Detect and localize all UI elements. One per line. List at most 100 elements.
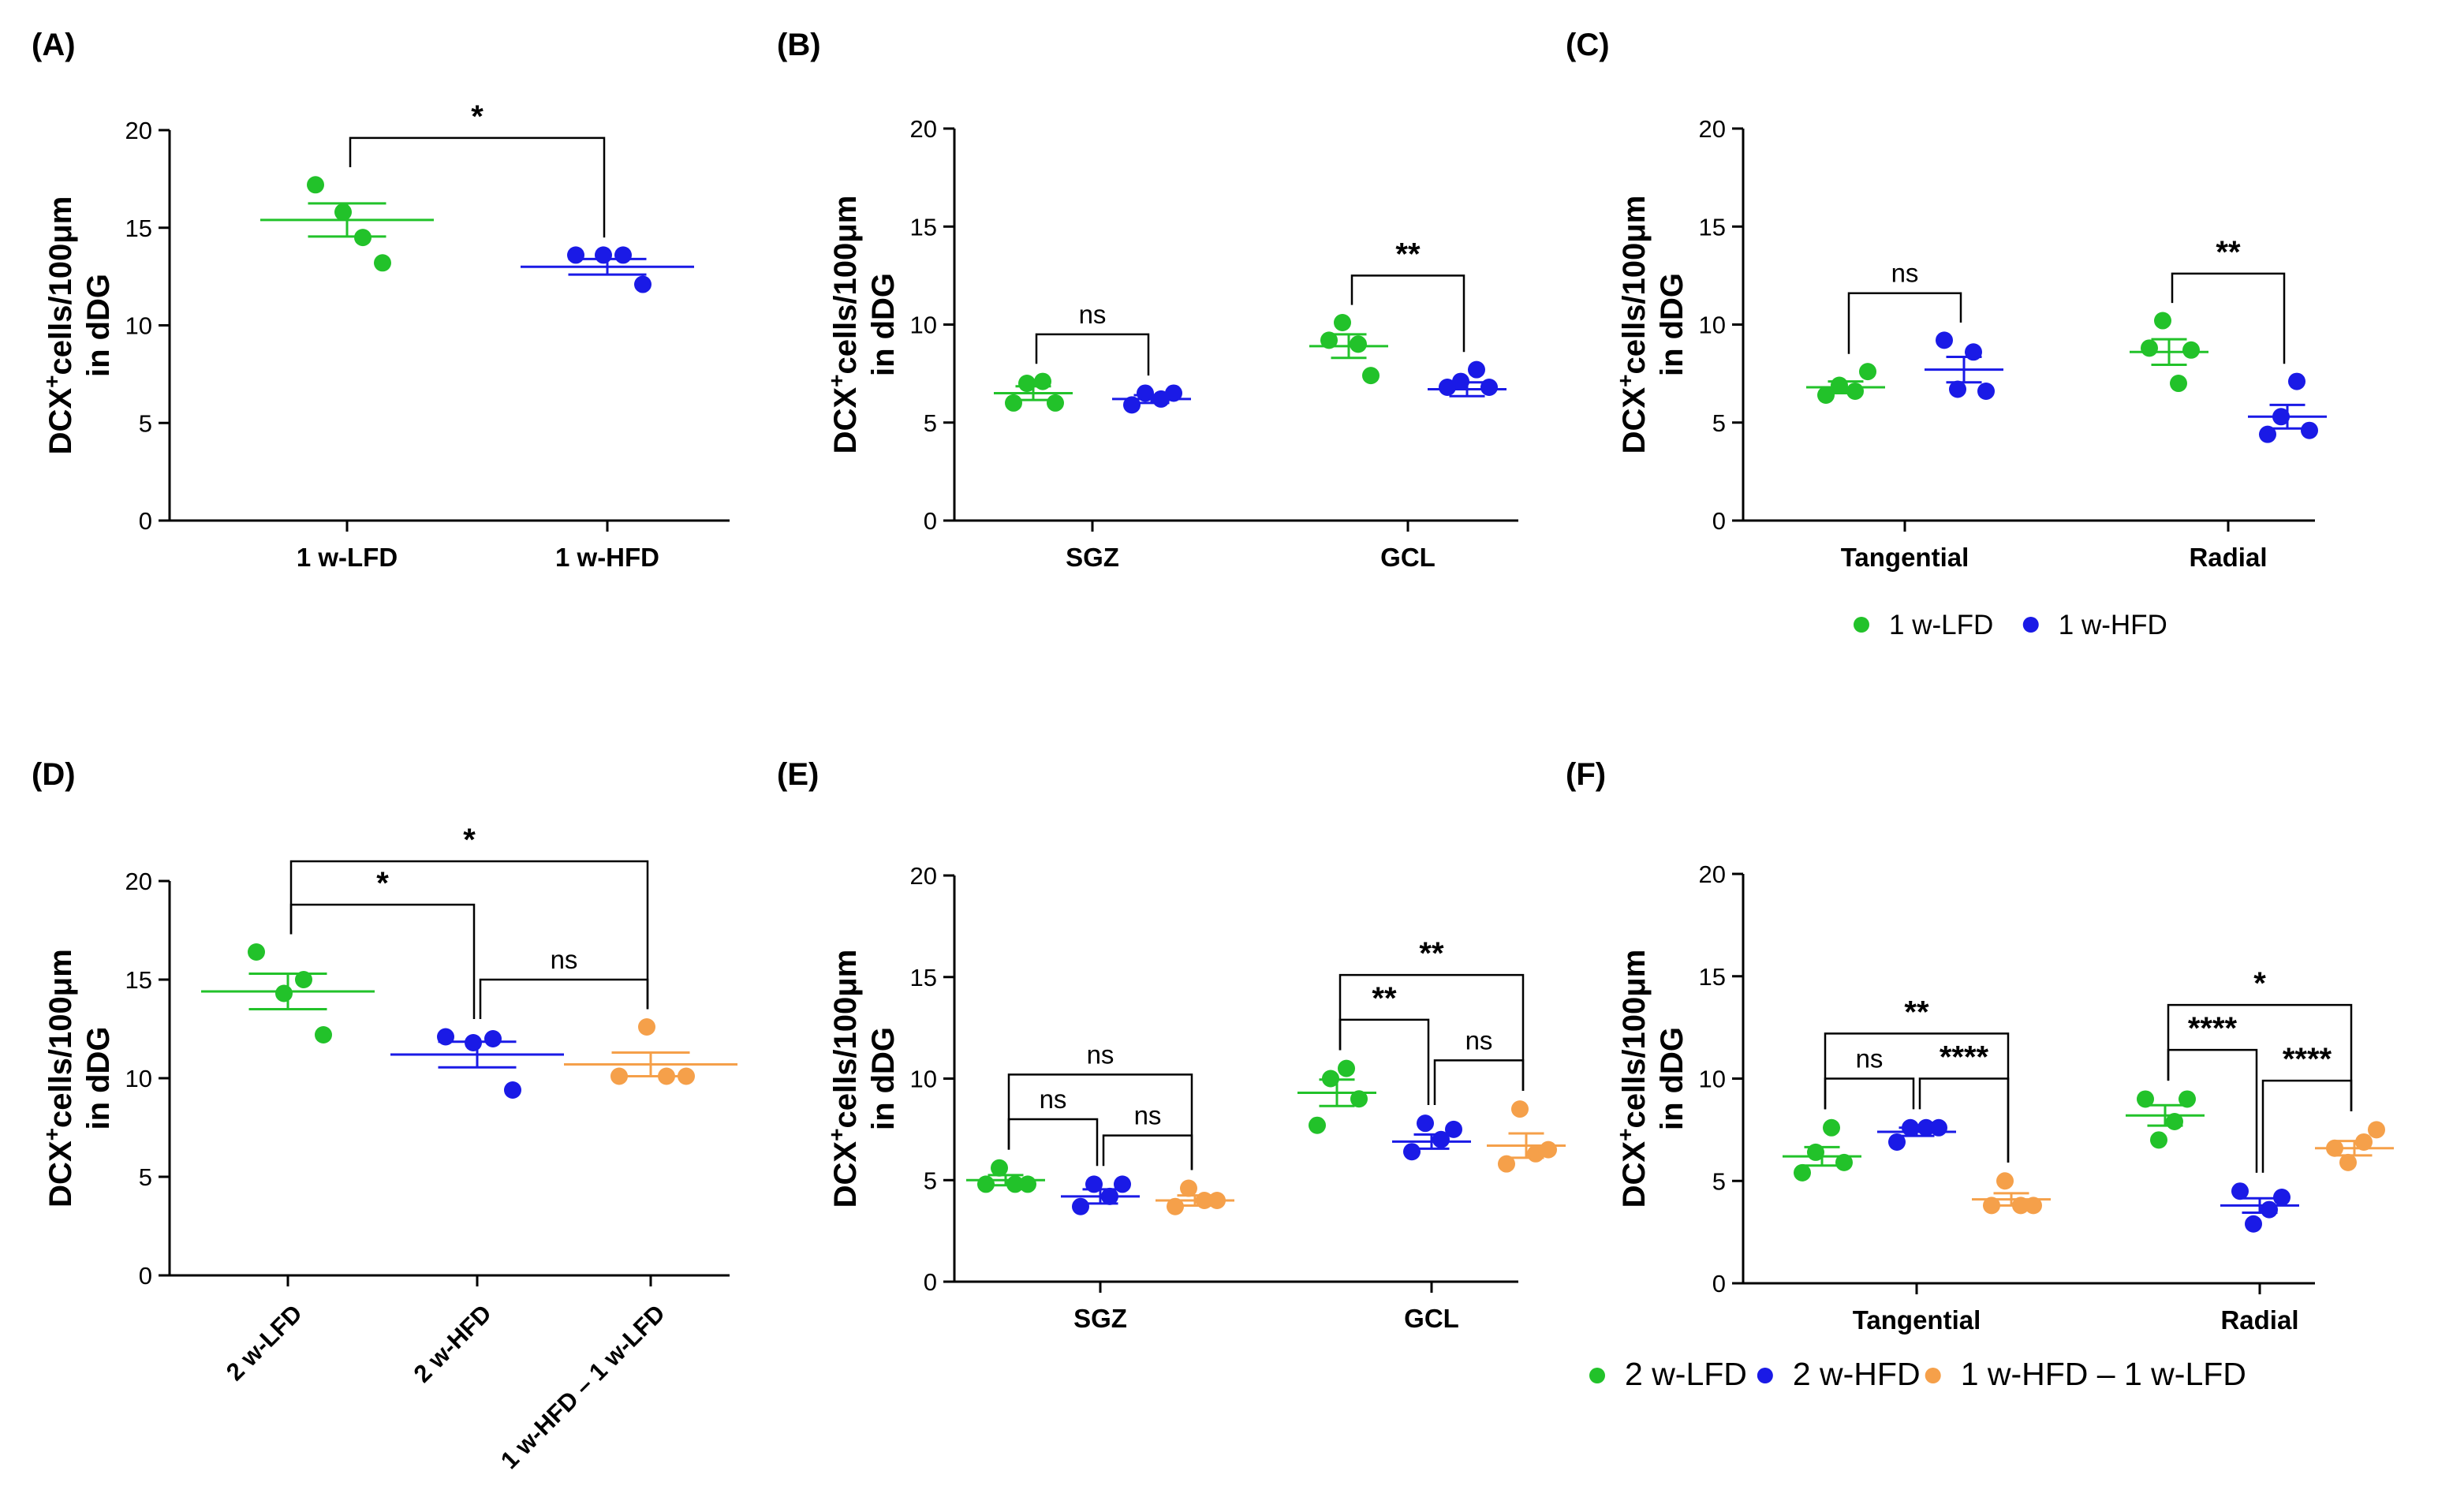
legend-label: 1 w-LFD [1889, 610, 1993, 640]
y-tick-label: 5 [1712, 1167, 1726, 1195]
data-point [567, 246, 584, 264]
significance-bracket [1824, 1077, 1915, 1110]
data-point [484, 1030, 502, 1047]
y-axis-label-unit: cells/100μm [43, 196, 78, 375]
data-point [2259, 425, 2276, 443]
y-axis-label-sup: + [39, 1128, 64, 1141]
significance-bracket [1035, 333, 1150, 376]
data-point [295, 971, 312, 988]
significance-bracket [2261, 1079, 2353, 1173]
data-point [977, 1175, 995, 1193]
data-point [1540, 1141, 1557, 1159]
y-axis-label-sup: + [824, 375, 849, 387]
data-point [1018, 375, 1036, 393]
data-point [315, 1026, 332, 1043]
data-point [2166, 1112, 2183, 1130]
data-point [638, 1018, 655, 1036]
panel-f: (F) 0 5 10 15 20 Tangential Radial DCX+cells/100… [1566, 757, 2394, 1335]
x-tick-label: SGZ [1073, 1304, 1127, 1333]
data-point [1794, 1163, 1811, 1182]
significance-label: * [2253, 966, 2266, 1001]
x-tick-label: Radial [2220, 1305, 2298, 1335]
data-point [2272, 408, 2290, 426]
data-point [1180, 1179, 1197, 1197]
x-tick-label: SGZ [1066, 543, 1119, 572]
data-point [1350, 335, 1367, 353]
data-point [2154, 312, 2171, 330]
data-point [2273, 1189, 2291, 1207]
panel-label: (C) [1566, 28, 1610, 62]
panel-label: (E) [777, 757, 819, 792]
data-point [1114, 1175, 1131, 1193]
y-axis-label-dcx: DCX [43, 1141, 78, 1208]
significance-bracket [289, 860, 649, 1010]
y-tick-label: 10 [910, 312, 937, 339]
data-point [1996, 1172, 2014, 1190]
panel-label: (F) [1566, 757, 1606, 792]
significance-bracket [479, 978, 649, 1019]
significance-bracket [289, 903, 476, 1019]
y-tick-label: 5 [924, 1167, 937, 1194]
x-tick-label: 2 w-LFD [221, 1299, 308, 1386]
data-point [595, 246, 612, 264]
y-axis-label-unit: cells/100μm [1617, 196, 1652, 375]
significance-bracket [1350, 274, 1465, 353]
y-axis-label: DCX+cells/100μm [1613, 196, 1652, 454]
significance-bracket [1918, 1077, 2010, 1163]
y-tick-label: 15 [125, 215, 152, 242]
significance-bracket [1338, 973, 1525, 1091]
data-point [1137, 384, 1154, 402]
data-point [1498, 1155, 1515, 1173]
y-tick-label: 5 [139, 1163, 152, 1191]
x-tick-label: 2 w-HFD [409, 1299, 497, 1387]
y-axis-label-dcx: DCX [1617, 1141, 1652, 1208]
data-point [1859, 363, 1876, 381]
data-point [2288, 372, 2305, 390]
data-point [2170, 375, 2187, 393]
data-point [504, 1081, 521, 1099]
data-point [2179, 1090, 2196, 1108]
significance-label: ns [1087, 1040, 1114, 1069]
data-point [2245, 1215, 2262, 1233]
legend-marker [1925, 1368, 1941, 1383]
data-point [1362, 367, 1380, 385]
data-point [658, 1067, 675, 1085]
y-axis-label: DCX+cells/100μm [824, 196, 864, 454]
data-point [1917, 1118, 1935, 1137]
significance-bracket [1824, 1032, 2010, 1163]
data-point [1334, 314, 1351, 332]
significance-label: **** [1940, 1040, 1989, 1075]
data-point [1823, 1118, 1840, 1137]
y-tick-label: 0 [924, 1268, 937, 1296]
panel-b: (B) 0 5 10 15 20 SGZ GCL DCX+cells/100μm in dDG ns… [777, 28, 1518, 572]
data-point [1005, 394, 1022, 412]
y-tick-label: 5 [924, 409, 937, 437]
y-tick-label: 0 [924, 507, 937, 535]
significance-label: ns [1079, 300, 1107, 329]
x-tick-label: 1 w-HFD – 1 w-LFD [495, 1299, 670, 1474]
data-point [1208, 1192, 1226, 1209]
legend-label: 2 w-LFD [1625, 1356, 1747, 1392]
y-tick-label: 20 [1699, 861, 1726, 888]
significance-label: ns [1465, 1025, 1493, 1055]
data-point [614, 246, 632, 264]
data-point [1468, 360, 1485, 379]
data-point [2150, 1131, 2167, 1149]
y-axis-label-sup: + [824, 1129, 849, 1141]
data-point [2261, 1200, 2278, 1219]
y-tick-label: 0 [139, 1262, 152, 1290]
x-tick-label: Tangential [1853, 1305, 1981, 1335]
y-axis-label-dcx: DCX [43, 388, 78, 455]
y-axis-label-line2: in dDG [866, 273, 901, 376]
data-point [248, 943, 265, 961]
data-point [1322, 1070, 1339, 1088]
data-point [1196, 1192, 1213, 1209]
data-point [610, 1067, 628, 1085]
data-point [1167, 1197, 1184, 1215]
y-axis-label-line2: in dDG [1655, 1027, 1689, 1130]
data-point [437, 1028, 454, 1046]
data-point [1439, 379, 1456, 397]
data-point [1930, 1118, 1947, 1137]
significance-label: ns [1134, 1101, 1162, 1130]
